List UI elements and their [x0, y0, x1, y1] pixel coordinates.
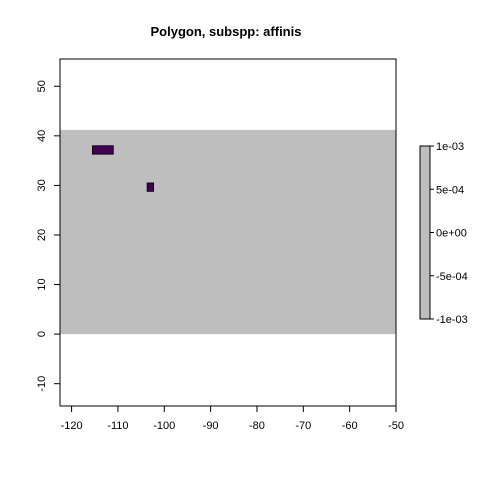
y-tick-label: 0 [36, 331, 48, 337]
y-tick-label: 30 [36, 179, 48, 191]
legend-tick-label: 5e-04 [436, 184, 464, 196]
x-tick-label: -120 [61, 420, 83, 432]
legend-tick-label: 1e-03 [436, 141, 464, 153]
chart-title: Polygon, subspp: affinis [151, 24, 302, 39]
raster-cell-1 [92, 145, 114, 155]
plot-area: -120 -110 -100 -90 -80 -70 -60 -50-100102030405… [36, 58, 404, 432]
legend-tick-label: 0e+00 [436, 228, 467, 240]
y-tick-label: -10 [36, 376, 48, 392]
x-tick-label: -50 [388, 420, 404, 432]
x-tick-label: -100 [153, 420, 175, 432]
y-tick-label: 10 [36, 278, 48, 290]
legend-colorbar [419, 145, 431, 320]
x-tick-label: -70 [295, 420, 311, 432]
raster-cell-2 [146, 182, 155, 192]
y-tick-label: 40 [36, 130, 48, 142]
legend-tick-label: -5e-04 [436, 271, 468, 283]
x-tick-label: -90 [203, 420, 219, 432]
legend: 1e-03 5e-04 0e+00 -5e-04 -1e-03 [419, 141, 468, 326]
x-tick-label: -80 [249, 420, 265, 432]
x-tick-label: -110 [107, 420, 128, 432]
plot-frame [59, 58, 397, 407]
y-tick-label: 20 [36, 229, 48, 241]
x-tick-label: -60 [342, 420, 358, 432]
legend-tick-label: -1e-03 [436, 314, 468, 326]
raster-extent [60, 129, 396, 335]
y-tick-label: 50 [36, 80, 48, 92]
